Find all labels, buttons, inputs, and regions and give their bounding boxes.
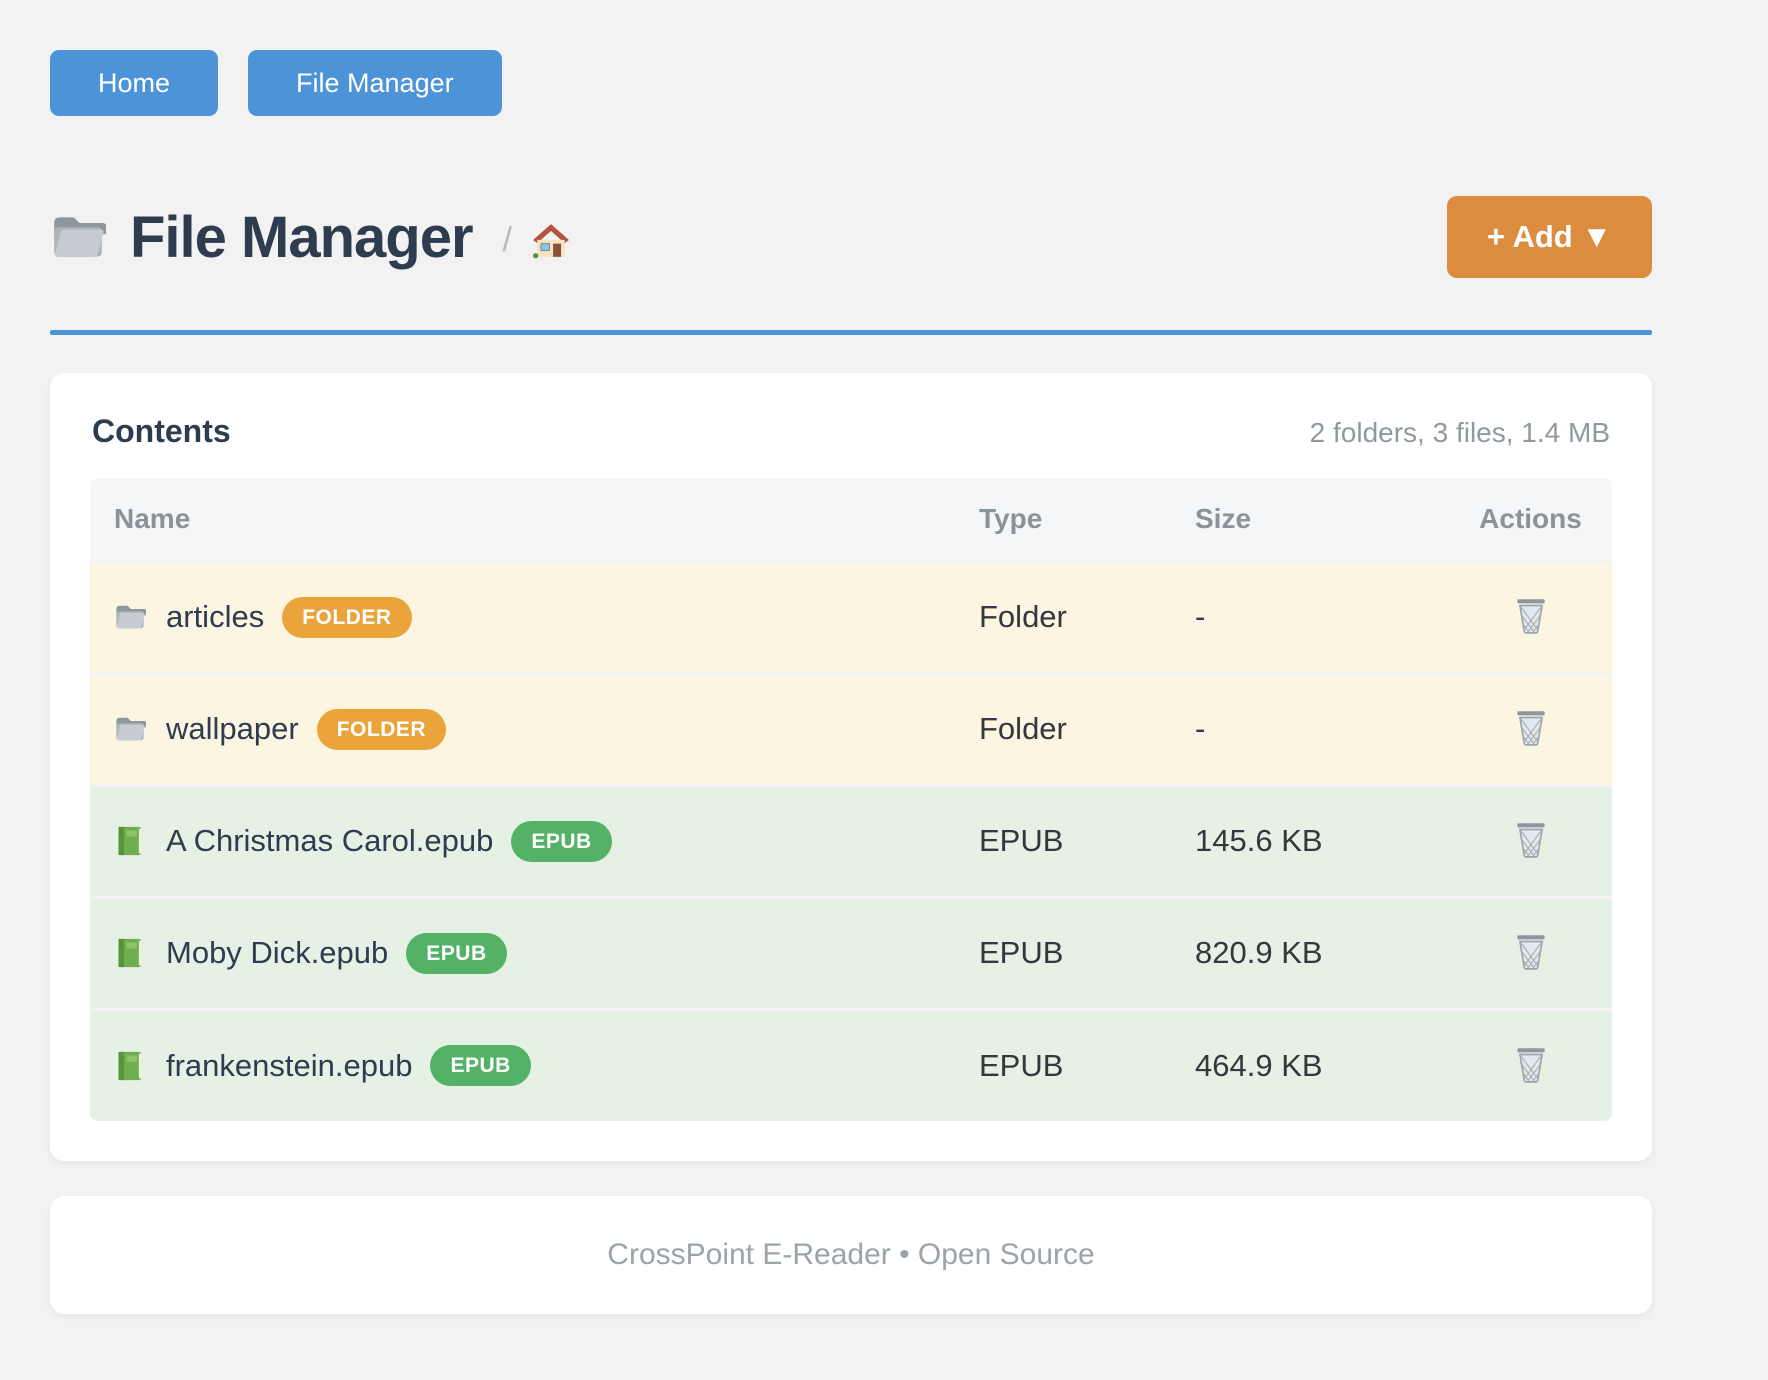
add-button[interactable]: + Add ▼ [1446,196,1652,278]
delete-button[interactable] [1509,927,1553,975]
size-cell: 145.6 KB [1181,783,1449,897]
delete-button[interactable] [1509,703,1553,751]
folder-icon [54,217,106,258]
table-row: frankenstein.epub EPUB EPUB 464.9 KB [90,1007,1612,1121]
type-cell: EPUB [965,783,1181,897]
green-book-icon [118,826,142,856]
trash-icon [1516,711,1545,746]
table-row: wallpaper FOLDER Folder - [90,671,1612,785]
epub-badge: EPUB [511,820,612,862]
delete-button[interactable] [1509,1040,1553,1088]
table-header-row: Name Type Size Actions [90,478,1612,561]
home-icon[interactable] [532,223,570,259]
table-row: articles FOLDER Folder - [90,559,1612,673]
contents-card: Contents 2 folders, 3 files, 1.4 MB Name… [50,373,1652,1161]
folder-name-link[interactable]: articles [166,599,265,634]
file-name-link[interactable]: frankenstein.epub [166,1047,413,1083]
footer-card: CrossPoint E-Reader • Open Source [50,1196,1652,1314]
home-button[interactable]: Home [50,50,219,116]
trash-icon [1516,823,1545,858]
type-cell: Folder [965,671,1181,785]
trash-icon [1516,935,1545,970]
folder-badge: FOLDER [316,708,447,750]
size-cell: 464.9 KB [1181,1007,1449,1121]
delete-button[interactable] [1509,591,1553,639]
file-manager-button[interactable]: File Manager [248,50,502,116]
folder-icon [116,605,146,629]
file-name-link[interactable]: A Christmas Carol.epub [166,823,494,858]
delete-button[interactable] [1509,815,1553,863]
file-name-link[interactable]: Moby Dick.epub [166,935,389,970]
type-cell: Folder [965,559,1181,673]
top-nav: Home File Manager [50,50,1652,116]
type-cell: EPUB [965,1007,1181,1121]
contents-heading: Contents [92,413,231,449]
size-cell: - [1181,559,1449,673]
file-table-wrap: Name Type Size Actions [90,478,1612,1121]
size-cell: - [1181,671,1449,785]
header-divider [50,330,1652,335]
contents-summary: 2 folders, 3 files, 1.4 MB [1309,417,1610,448]
table-row: A Christmas Carol.epub EPUB EPUB 145.6 K… [90,783,1612,897]
trash-icon [1516,599,1545,634]
column-header-actions: Actions [1449,478,1612,561]
footer-text: CrossPoint E-Reader • Open Source [607,1238,1095,1271]
card-head: Contents 2 folders, 3 files, 1.4 MB [90,413,1612,450]
column-header-type: Type [965,478,1181,561]
column-header-size: Size [1181,478,1449,561]
file-table: Name Type Size Actions [90,478,1612,1121]
epub-badge: EPUB [430,1045,531,1087]
page-title: File Manager [130,204,474,270]
epub-badge: EPUB [406,932,507,974]
folder-badge: FOLDER [282,596,412,638]
title-wrap: File Manager / [50,204,570,271]
page: Home File Manager File Manager / + Add ▼ [50,50,1652,1314]
page-header: File Manager / + Add ▼ [50,196,1652,278]
green-book-icon [118,938,142,968]
folder-icon [116,717,146,741]
size-cell: 820.9 KB [1181,895,1449,1009]
table-row: Moby Dick.epub EPUB EPUB 820.9 KB [90,895,1612,1009]
green-book-icon [118,1051,142,1080]
trash-icon [1516,1047,1545,1083]
add-button-label: + Add ▼ [1486,219,1612,254]
folder-name-link[interactable]: wallpaper [166,711,299,746]
breadcrumb-separator: / [502,220,512,259]
type-cell: EPUB [965,895,1181,1009]
column-header-name: Name [90,478,965,561]
